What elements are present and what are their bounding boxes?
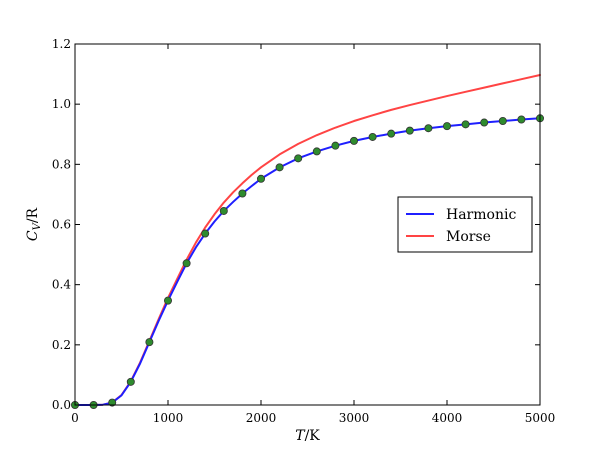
data-point-marker	[349, 136, 358, 145]
x-tick-label: 5000	[525, 411, 556, 425]
data-point-marker	[480, 118, 489, 127]
x-label-variable: T	[295, 428, 306, 444]
data-point-marker	[405, 126, 414, 135]
y-tick-label: 0.2	[52, 338, 71, 352]
legend-label: Morse	[446, 229, 491, 245]
legend-item-morse: Morse	[406, 229, 491, 245]
y-label-subscript: V	[32, 221, 43, 230]
data-point-marker	[387, 129, 396, 138]
data-point-marker	[182, 259, 191, 268]
y-tick-label: 0.8	[52, 157, 71, 171]
legend: Harmonic Morse	[397, 196, 533, 253]
data-point-marker	[461, 120, 470, 129]
y-label-c: C	[25, 230, 41, 241]
data-point-marker	[238, 189, 247, 198]
y-tick-label: 1.0	[52, 97, 71, 111]
x-tick-label: 1000	[153, 411, 184, 425]
x-label-unit: /K	[305, 428, 321, 444]
data-point-marker	[163, 296, 172, 305]
data-point-marker	[517, 115, 526, 124]
legend-label: Harmonic	[446, 207, 516, 223]
data-point-marker	[368, 132, 377, 141]
y-tick-label: 0.0	[52, 398, 71, 412]
x-axis-label: T/K	[295, 428, 320, 444]
legend-items: Harmonic Morse	[406, 207, 516, 245]
data-point-marker	[256, 174, 265, 183]
data-point-marker	[201, 229, 210, 238]
y-label-rest: /R	[25, 207, 41, 223]
series-layer	[71, 73, 545, 409]
legend-item-harmonic: Harmonic	[406, 207, 516, 223]
data-point-marker	[331, 141, 340, 150]
data-point-marker	[108, 398, 117, 407]
data-point-marker	[294, 154, 303, 163]
data-point-marker	[219, 206, 228, 215]
data-point-marker	[126, 377, 135, 386]
data-point-marker	[498, 117, 507, 126]
y-tick-label: 1.2	[52, 37, 71, 51]
x-tick-label: 4000	[432, 411, 463, 425]
data-point-marker	[442, 122, 451, 131]
legend-box	[397, 196, 533, 253]
data-point-marker	[312, 147, 321, 156]
x-tick-label: 2000	[246, 411, 277, 425]
data-point-marker	[275, 163, 284, 172]
ticks-layer: 0 1000 2000 3000 4000 5000 0.0 0.2 0.4 0.6 0.8 1.0 1…	[52, 37, 555, 425]
x-tick-label: 3000	[339, 411, 370, 425]
x-tick-label: 0	[71, 411, 79, 425]
y-tick-label: 0.6	[52, 218, 71, 232]
y-axis-label: CV/R	[25, 207, 43, 241]
plot-area: 0 1000 2000 3000 4000 5000 0.0 0.2 0.4 0.6 0.8 1.0 1…	[52, 37, 555, 425]
data-point-marker	[145, 338, 154, 347]
data-point-marker	[424, 124, 433, 133]
y-tick-label: 0.4	[52, 278, 71, 292]
